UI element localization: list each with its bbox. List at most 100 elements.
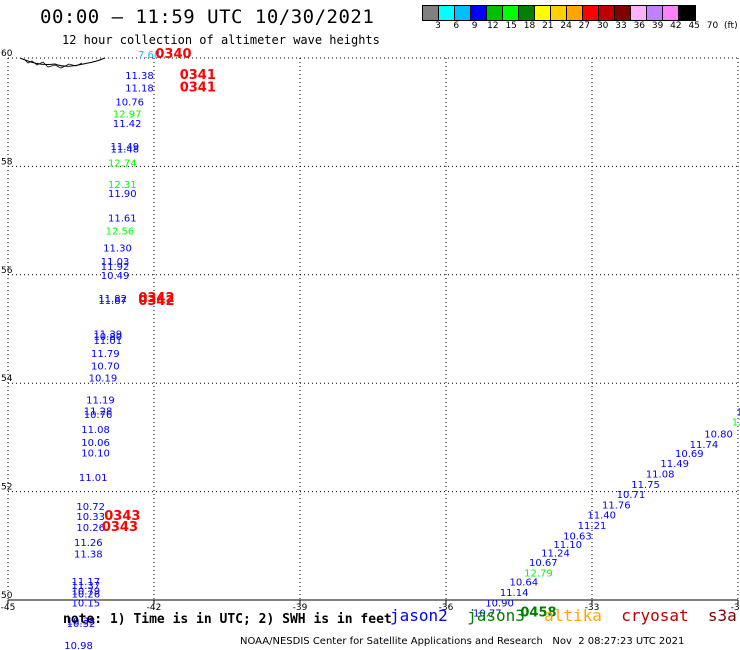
wave-height-label: 11.39	[93, 330, 122, 341]
wave-height-label: 11.87	[98, 296, 127, 307]
wave-height-label: 11.30	[103, 243, 132, 254]
x-tick-label: -30	[731, 603, 740, 613]
wave-height-label: 10.72	[76, 502, 105, 513]
legend-label: 21	[542, 21, 554, 31]
x-tick-label: -36	[439, 603, 454, 613]
wave-height-label: 11.01	[93, 336, 122, 347]
wave-height-label: 10.76	[84, 410, 113, 421]
satellite-legend: jason2 jason3 altika cryosat s3a	[390, 606, 737, 625]
satellite-tracks: 7.6811.3811.1810.7612.9711.4211.4911.481…	[64, 50, 740, 650]
wave-height-label: 11.37	[72, 581, 101, 592]
wave-height-label: 10.77	[473, 608, 502, 619]
wave-height-label: 11.49	[660, 459, 689, 470]
legend-swatch	[423, 6, 439, 20]
satellite-legend-item: cryosat	[621, 606, 708, 625]
pass-time-label: 0341	[180, 68, 216, 83]
legend-label: 36	[633, 21, 646, 31]
x-tick-label: -33	[585, 603, 600, 613]
wave-height-label: 11.18	[125, 84, 154, 95]
wave-height-label: 11.74	[690, 440, 719, 451]
legend-label: 15	[505, 21, 517, 31]
y-tick-label: 58	[1, 157, 13, 167]
wave-height-label: 11.28	[84, 407, 113, 418]
wave-height-label: 10.26	[76, 523, 105, 534]
legend-swatch	[439, 6, 455, 20]
units-note: note: 1) Time is in UTC; 2) SWH is in fe…	[63, 612, 392, 627]
wave-height-label: 10.64	[510, 577, 539, 588]
pass-time-label: 0340	[155, 47, 191, 62]
legend-swatch	[551, 6, 567, 20]
wave-height-label: 10.63	[563, 531, 592, 542]
pass-time-label: 0343	[102, 520, 138, 535]
legend-label: 70	[706, 21, 719, 31]
satellite-legend-item: s3a	[707, 606, 737, 625]
legend-label: 45	[688, 21, 700, 31]
wave-height-label: 11.92	[101, 262, 130, 273]
legend-swatch	[519, 6, 535, 20]
map-axes: -45 -42 -39 -36 -33 -30 50 52 54 56 58 60	[1, 49, 740, 613]
legend-label: 42	[670, 21, 682, 31]
pass-time-label: 0342	[138, 291, 174, 306]
legend-label: 6	[453, 21, 460, 31]
legend-swatch	[647, 6, 663, 20]
wave-height-label: 11.01	[79, 473, 108, 484]
wave-height-label: 10.33	[76, 512, 105, 523]
color-legend	[422, 5, 696, 21]
wave-height-label: 11.08	[646, 470, 675, 481]
pass-time-label: 0343	[104, 509, 140, 524]
legend-label: 33	[615, 21, 627, 31]
wave-height-label: 11.90	[108, 189, 137, 200]
wave-height-label: 7.68	[138, 50, 160, 61]
legend-swatch	[599, 6, 615, 20]
legend-label: 39	[651, 21, 664, 31]
wave-height-label: 10.67	[529, 558, 558, 569]
wave-height-label: 11.75	[631, 480, 660, 491]
wave-height-label: 11.49	[110, 142, 139, 153]
wave-height-label: 12.56	[106, 227, 135, 238]
y-tick-label: 56	[1, 266, 13, 276]
pass-time-labels: 03400341034103420342034303430450458	[102, 47, 557, 620]
wave-height-label: 10.80	[704, 429, 733, 440]
legend-swatch	[455, 6, 471, 20]
wave-height-label: 12.74	[108, 158, 137, 169]
wave-height-label: 10.06	[81, 438, 110, 449]
pass-time-label: 0342	[138, 294, 174, 309]
wave-height-label: 11.19	[86, 395, 115, 406]
legend-swatch	[615, 6, 631, 20]
legend-swatch	[535, 6, 551, 20]
legend-swatch	[503, 6, 519, 20]
wave-height-label: 10.33	[67, 616, 96, 627]
wave-height-label: 11.48	[110, 144, 139, 155]
legend-label: 24	[560, 21, 572, 31]
wave-height-label: 11.38	[125, 71, 154, 82]
pass-time-label: 0458	[520, 605, 556, 620]
satellite-legend-item: jason2	[390, 606, 468, 625]
pass-time-label: 0341	[180, 81, 216, 96]
legend-swatch	[487, 6, 503, 20]
y-tick-label: 54	[1, 374, 13, 384]
legend-swatch	[679, 6, 695, 20]
wave-height-label: 11.82	[98, 294, 127, 305]
legend-label: (ft)	[724, 21, 738, 31]
legend-swatch	[663, 6, 679, 20]
legend-label: 3	[435, 21, 441, 31]
wave-height-label: 12.79	[524, 569, 553, 580]
legend-label: 18	[523, 21, 536, 31]
wave-height-label: 11.14	[500, 588, 529, 599]
wave-height-label: 11.10	[553, 540, 582, 551]
x-tick-label: -39	[293, 603, 308, 613]
page-title: 00:00 – 11:59 UTC 10/30/2021	[40, 6, 375, 28]
wave-height-label: 11.17	[72, 577, 101, 588]
legend-label: 27	[578, 21, 591, 31]
wave-height-label: 11.42	[113, 119, 142, 130]
wave-height-label: 11.40	[587, 511, 616, 522]
wave-height-label: 11.08	[81, 425, 110, 436]
y-tick-label: 60	[1, 49, 13, 59]
wave-height-label: 11	[736, 408, 740, 419]
legend-label: 12	[487, 21, 499, 31]
wave-height-label: 10.49	[101, 271, 130, 282]
x-tick-label: -45	[1, 603, 16, 613]
wave-height-label: 11.61	[108, 214, 137, 225]
wave-height-label: 11.26	[74, 538, 103, 549]
